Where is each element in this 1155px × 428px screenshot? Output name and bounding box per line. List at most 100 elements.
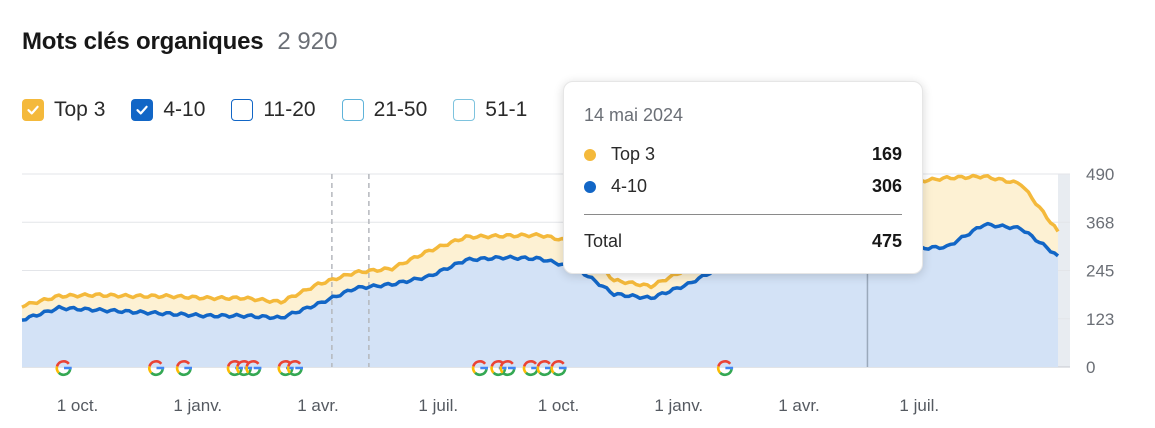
google-icon-arc xyxy=(57,368,72,376)
legend-label: Top 3 xyxy=(54,98,106,121)
x-tick-label: 1 oct. xyxy=(57,396,99,415)
google-icon-arc xyxy=(490,366,495,374)
chart-title: Mots clés organiques xyxy=(22,28,264,55)
google-icon-arc xyxy=(176,360,191,367)
y-tick-label: 0 xyxy=(1086,358,1095,377)
legend-label: 11-20 xyxy=(263,98,316,121)
legend-label: 21-50 xyxy=(373,98,428,121)
legend-item-11-20[interactable]: 11-20 xyxy=(231,98,316,122)
google-icon-arc xyxy=(289,368,303,376)
chart-header: Mots clés organiques 2 920 xyxy=(22,28,337,56)
google-icon-arc xyxy=(536,366,541,374)
google-icon-arc xyxy=(499,366,504,374)
google-update-icon xyxy=(490,360,507,376)
x-tick-label: 1 janv. xyxy=(654,396,703,415)
tooltip-total-row: Total 475 xyxy=(584,231,902,252)
series-dot-icon xyxy=(584,180,596,193)
tooltip-series-value: 169 xyxy=(871,144,902,164)
google-icon-arc xyxy=(55,360,70,367)
google-icon-bar xyxy=(508,366,516,370)
google-icon-arc xyxy=(550,360,565,367)
google-update-icon xyxy=(550,360,567,376)
google-icon-bar xyxy=(558,366,567,370)
google-icon-arc xyxy=(552,368,567,376)
google-icon-arc xyxy=(474,368,488,376)
legend-label: 4-10 xyxy=(163,98,206,121)
google-icon-bar xyxy=(480,366,488,370)
google-icon-arc xyxy=(472,360,487,367)
google-update-icon xyxy=(148,360,165,376)
tooltip-date: 14 mai 2024 xyxy=(584,105,684,125)
tooltip-divider xyxy=(584,214,902,215)
y-tick-label: 490 xyxy=(1086,165,1114,184)
google-icon-arc xyxy=(150,368,164,376)
google-icon-bar xyxy=(184,366,192,370)
checkbox-top3[interactable] xyxy=(22,99,44,121)
tooltip-row-top3: Top 3 169 xyxy=(584,144,902,165)
google-icon-arc xyxy=(247,368,262,376)
google-icon-bar xyxy=(253,366,262,370)
legend-item-51-100[interactable]: 51-1 xyxy=(453,98,527,122)
tooltip-series-value: 306 xyxy=(871,176,902,196)
google-icon-arc xyxy=(55,366,60,374)
google-icon-arc xyxy=(525,368,539,376)
legend-item-21-50[interactable]: 21-50 xyxy=(341,98,428,122)
x-tick-label: 1 avr. xyxy=(778,396,820,415)
top3-area xyxy=(22,175,1058,321)
google-icon-arc xyxy=(148,366,153,374)
y-tick-label: 123 xyxy=(1086,310,1114,329)
checkbox-21-50[interactable] xyxy=(341,99,364,121)
google-icon-arc xyxy=(501,368,516,376)
google-icon-bar xyxy=(156,366,165,370)
google-update-icon xyxy=(175,360,192,376)
google-update-icon xyxy=(499,360,516,376)
google-icon-arc xyxy=(277,366,282,374)
checkbox-4-10[interactable] xyxy=(131,99,154,121)
google-icon-arc xyxy=(538,368,553,376)
tooltip-row-4-10: 4-10 306 xyxy=(584,176,902,197)
legend: Top 3 4-10 11-20 21-50 51-1 xyxy=(22,98,553,122)
google-icon-arc xyxy=(235,366,241,374)
tooltip-series-name: Top 3 xyxy=(611,144,656,164)
google-icon-arc xyxy=(719,368,733,376)
google-icon-arc xyxy=(279,368,294,376)
series-dot-icon xyxy=(584,148,596,161)
google-icon-arc xyxy=(238,368,252,376)
legend-item-top3[interactable]: Top 3 xyxy=(22,98,105,122)
google-icon-arc xyxy=(550,366,555,374)
google-update-icon xyxy=(55,360,72,376)
google-icon-bar xyxy=(295,366,303,370)
chart-tooltip: 14 mai 2024 Top 3 169 4-10 306 Total 475 xyxy=(563,81,923,274)
google-icon-arc xyxy=(499,360,514,367)
google-update-icon xyxy=(286,360,303,376)
google-update-icon xyxy=(716,360,734,376)
checkbox-11-20[interactable] xyxy=(231,99,254,121)
google-icon-arc xyxy=(492,368,507,376)
tooltip-total-value: 475 xyxy=(871,231,902,251)
x-tick-label: 1 juil. xyxy=(418,396,458,415)
checkbox-51-100[interactable] xyxy=(453,99,476,121)
google-icon-arc xyxy=(148,360,163,367)
legend-item-4-10[interactable]: 4-10 xyxy=(131,98,205,122)
google-icon-arc xyxy=(245,366,250,374)
google-icon-arc xyxy=(536,360,551,367)
google-icon-arc xyxy=(522,360,537,367)
google-icon-arc xyxy=(175,366,181,374)
keyword-count: 2 920 xyxy=(277,28,338,55)
google-icon-arc xyxy=(226,366,232,374)
google-update-icon xyxy=(245,360,262,376)
google-icon-arc xyxy=(178,368,192,376)
google-icon-arc xyxy=(229,368,243,376)
google-update-icon xyxy=(471,360,488,376)
google-icon-bar xyxy=(63,366,72,370)
y-tick-label: 245 xyxy=(1086,262,1114,281)
tooltip-series-name: 4-10 xyxy=(611,176,648,196)
google-icon-arc xyxy=(245,360,260,367)
x-tick-label: 1 juil. xyxy=(899,396,939,415)
google-icon-arc xyxy=(471,366,477,374)
tooltip-total-label: Total xyxy=(584,231,623,251)
google-icon-arc xyxy=(716,366,722,374)
google-icon-arc xyxy=(286,366,292,374)
google-icon-arc xyxy=(522,366,528,374)
x-tick-label: 1 avr. xyxy=(297,396,339,415)
